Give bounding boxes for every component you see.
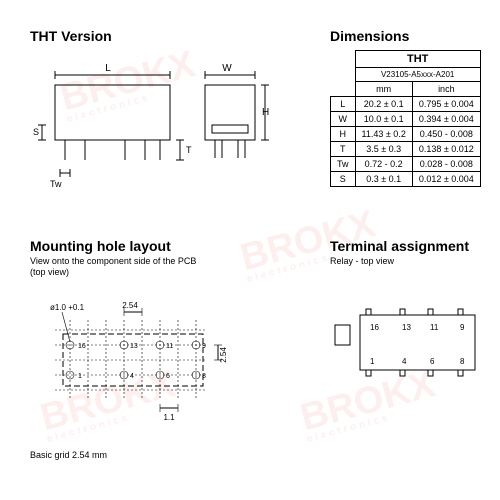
dim-label-t: T xyxy=(186,145,192,155)
svg-text:6: 6 xyxy=(430,357,435,366)
svg-text:16: 16 xyxy=(370,323,379,332)
dim-label-s: S xyxy=(33,127,39,137)
table-row: Tw0.72 - 0.20.028 - 0.008 xyxy=(331,157,481,172)
mounting-hole-diagram: ø1.0 +0.1 2.54 2.54 1.1 16 13 11 9 1 4 6… xyxy=(30,300,230,430)
col-mm: mm xyxy=(355,82,412,97)
hole-dia-label: ø1.0 +0.1 xyxy=(50,303,85,312)
col-inch: inch xyxy=(412,82,480,97)
pitch-y-label: 2.54 xyxy=(219,347,228,363)
table-row: L20.2 ± 0.10.795 ± 0.004 xyxy=(331,97,481,112)
tht-version-diagram: L W H S T Tw xyxy=(30,55,270,205)
svg-text:4: 4 xyxy=(130,373,134,380)
mounting-title: Mounting hole layout xyxy=(30,238,171,254)
svg-text:11: 11 xyxy=(430,323,439,332)
svg-text:6: 6 xyxy=(166,373,170,380)
dim-header: THT xyxy=(355,51,480,68)
dim-label-w: W xyxy=(222,63,232,74)
svg-text:4: 4 xyxy=(402,357,407,366)
terminal-subtitle: Relay - top view xyxy=(330,256,394,266)
svg-text:11: 11 xyxy=(166,343,173,350)
svg-text:8: 8 xyxy=(202,373,206,380)
table-row: S0.3 ± 0.10.012 ± 0.004 xyxy=(331,172,481,187)
terminal-assignment-diagram: 16 13 11 9 1 4 6 8 xyxy=(330,290,480,410)
basic-grid-note: Basic grid 2.54 mm xyxy=(30,450,107,460)
svg-text:13: 13 xyxy=(130,343,138,350)
svg-text:1: 1 xyxy=(370,357,375,366)
table-row: H11.43 ± 0.20.450 - 0.008 xyxy=(331,127,481,142)
dimensions-table: THT V23105-A5xxx-A201 mminch L20.2 ± 0.1… xyxy=(330,50,481,187)
pitch-x-label: 2.54 xyxy=(122,301,138,310)
svg-text:1: 1 xyxy=(78,373,82,380)
dim-label-h: H xyxy=(262,107,269,118)
mounting-subtitle: View onto the component side of the PCB … xyxy=(30,256,196,278)
terminal-title: Terminal assignment xyxy=(330,238,469,254)
dimensions-title: Dimensions xyxy=(330,28,409,44)
svg-text:16: 16 xyxy=(78,343,86,350)
svg-text:8: 8 xyxy=(460,357,465,366)
table-row: T3.5 ± 0.30.138 ± 0.012 xyxy=(331,142,481,157)
offset-label: 1.1 xyxy=(163,413,175,422)
svg-text:9: 9 xyxy=(460,323,465,332)
table-row: W10.0 ± 0.10.394 ± 0.004 xyxy=(331,112,481,127)
svg-text:9: 9 xyxy=(202,343,206,350)
dim-label-l: L xyxy=(105,63,111,74)
dim-subheader: V23105-A5xxx-A201 xyxy=(355,68,480,82)
tht-version-title: THT Version xyxy=(30,28,112,44)
dim-label-tw: Tw xyxy=(50,179,62,189)
svg-text:13: 13 xyxy=(402,323,411,332)
